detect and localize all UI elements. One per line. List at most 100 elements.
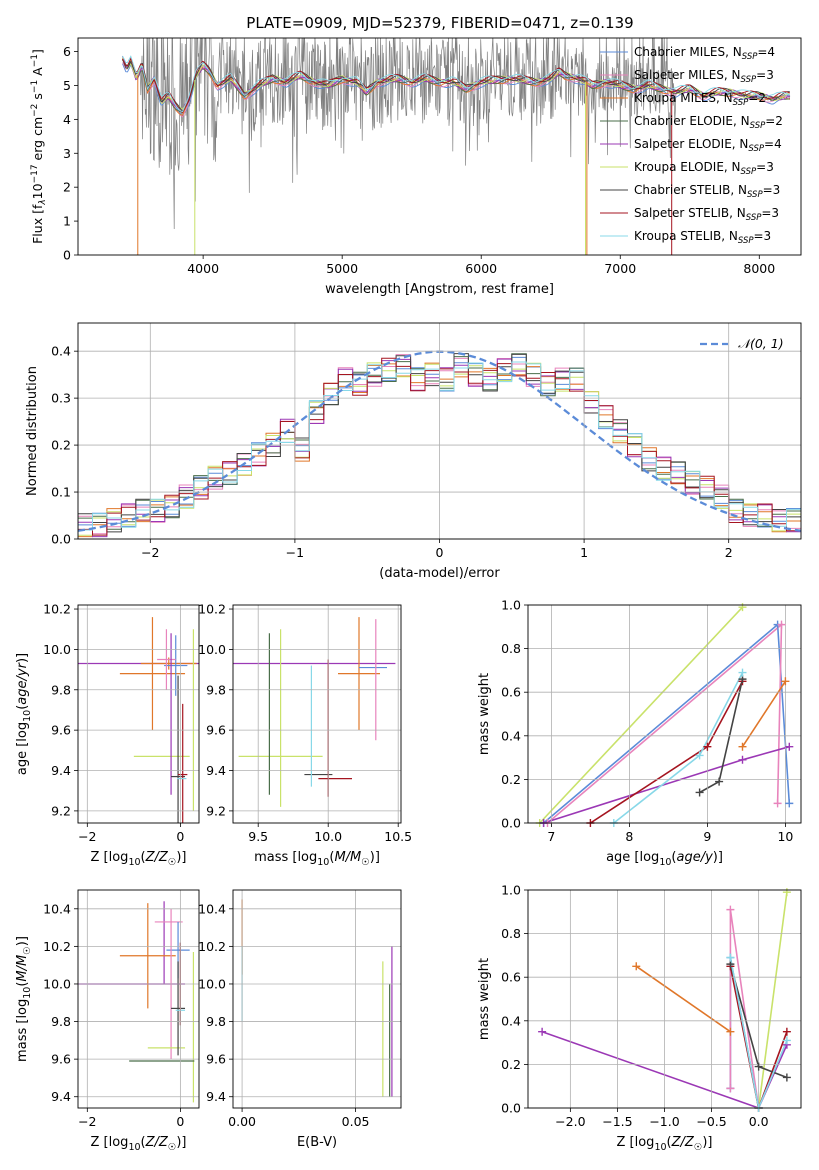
x-tick-label: −2.0 [555, 1114, 585, 1129]
weight-series-kroupa_elodie [757, 892, 788, 1108]
y-tick-label: 0.4 [501, 1013, 521, 1028]
y-axis-label: mass weight [477, 958, 492, 1040]
z-weight-panel: −2.0 −1.5 −1.0 −0.5 0.0 0.0 0.2 0.4 0.6 0.8 1.0 Z [… [477, 883, 802, 1153]
axes-frame [527, 604, 802, 824]
y-tick-label: 2 [63, 180, 71, 195]
residuals-panel: −2 −1 0 1 2 0.0 0.1 0.2 0.3 0.4 (data-model)/error… [25, 322, 802, 581]
y-tick-label: 0.4 [501, 728, 521, 743]
weight-marker-kroupa_stelib [695, 751, 704, 760]
x-tick-label: 0.0 [749, 1114, 769, 1129]
weight-marker-kroupa_miles [738, 742, 747, 751]
spectrum-panel: 4000 5000 6000 7000 8000 0 1 2 3 4 5 6 wavelength [A… [30, 37, 802, 297]
legend-label: Salpeter STELIB, NSSP=3 [634, 206, 779, 223]
mass-age-plot-area [233, 617, 396, 807]
x-axis-label: E(B-V) [297, 1135, 337, 1150]
weight-series-salpeter_miles [546, 622, 783, 823]
weight-marker-salpeter_elodie [738, 755, 747, 764]
x-axis-label: mass [log10(M/M☉)] [254, 850, 380, 868]
y-tick-label: 10.0 [43, 642, 71, 657]
weight-marker-salpeter_miles [773, 799, 782, 808]
x-tick-label: −2 [78, 1114, 96, 1129]
x-tick-label: 6000 [465, 261, 497, 276]
y-tick-label: 9.4 [206, 763, 226, 778]
y-tick-label: 0.0 [501, 1101, 521, 1116]
x-axis-label: wavelength [Angstrom, rest frame] [325, 282, 554, 297]
y-tick-label: 9.8 [206, 1014, 226, 1029]
y-tick-label: 0.0 [501, 816, 521, 831]
y-tick-label: 9.8 [51, 682, 71, 697]
weight-series-salpeter_stelib [729, 966, 788, 1108]
weight-marker-kroupa_stelib [726, 953, 735, 962]
spectrum-legend: Chabrier MILES, NSSP=4 Salpeter MILES, NS… [600, 45, 783, 246]
y-tick-label: 0.1 [51, 485, 71, 500]
y-tick-label: 9.4 [51, 763, 71, 778]
y-tick-label: 0 [63, 248, 71, 263]
ebv-mass-plot-area [241, 899, 393, 1097]
legend-label: Salpeter MILES, NSSP=3 [634, 68, 774, 85]
y-tick-label: 10.4 [198, 901, 226, 916]
weight-series-kroupa_stelib [729, 957, 788, 1108]
axes-frame [77, 604, 200, 824]
axes-frame [77, 889, 200, 1109]
x-tick-label: −1 [286, 545, 304, 560]
z-age-plot-area [78, 617, 199, 823]
y-tick-label: 1.0 [501, 598, 521, 613]
y-tick-label: 9.4 [206, 1089, 226, 1104]
weight-series-kroupa_elodie [539, 606, 744, 823]
y-tick-label: 10.4 [43, 901, 71, 916]
y-tick-label: 9.2 [206, 803, 226, 818]
axes-frame [232, 604, 402, 824]
z-mass-panel: −2 0 9.4 9.6 9.8 10.0 10.2 10.4 Z [log10(Z/Z☉)] m… [15, 889, 200, 1153]
ebv-mass-panel: 0.00 0.05 9.4 9.6 9.8 10.0 10.2 10.4 E(B-V) [198, 889, 402, 1150]
y-tick-label: 9.4 [51, 1089, 71, 1104]
observed-spectrum-line [122, 38, 791, 230]
model-spectrum-kroupa_elodie [122, 57, 791, 110]
y-axis-label: mass [log10(M/M☉)] [15, 936, 33, 1062]
x-tick-label: 10 [777, 829, 793, 844]
weight-series-salpeter_elodie [541, 1030, 788, 1108]
x-tick-label: 8 [625, 829, 633, 844]
legend-label: Chabrier MILES, NSSP=4 [634, 45, 775, 62]
weight-marker-salpeter_elodie [538, 1027, 547, 1036]
x-tick-label: 2 [725, 545, 733, 560]
z-mass-plot-area [78, 901, 195, 1103]
legend-label: Chabrier STELIB, NSSP=3 [634, 183, 780, 200]
y-tick-label: 10.2 [43, 939, 71, 954]
y-tick-label: 0.6 [501, 970, 521, 985]
weight-marker-kroupa_miles [632, 962, 641, 971]
weight-marker-chabrier_stelib [754, 1062, 763, 1071]
x-tick-label: 10.5 [384, 829, 412, 844]
weight-series-chabrier_miles [543, 622, 791, 823]
y-tick-label: 3 [63, 146, 71, 161]
spectrum-plot-area [122, 38, 791, 255]
weight-marker-chabrier_stelib [715, 777, 724, 786]
y-tick-label: 10.0 [43, 976, 71, 991]
x-tick-label: 0.05 [342, 1114, 370, 1129]
model-spectrum-kroupa_stelib [122, 55, 791, 113]
weight-marker-kroupa_stelib [738, 668, 747, 677]
x-tick-label: 1 [580, 545, 588, 560]
y-tick-label: 0.6 [501, 685, 521, 700]
x-axis-label: Z [log10(Z/Z☉)] [91, 1135, 187, 1153]
weight-marker-salpeter_miles [726, 1084, 735, 1093]
x-tick-label: 7000 [604, 261, 636, 276]
y-axis-label: Flux [fλ10−17 erg cm−2 s−1 A−1] [30, 49, 48, 244]
weight-marker-kroupa_miles [781, 677, 790, 686]
x-tick-label: 0 [176, 1114, 184, 1129]
y-tick-label: 0.4 [51, 344, 71, 359]
weight-marker-salpeter_stelib [782, 1027, 791, 1036]
axes-frame [77, 37, 802, 256]
y-tick-label: 10.2 [198, 602, 226, 617]
x-tick-label: 9.5 [248, 829, 268, 844]
weight-series-salpeter_elodie [543, 745, 790, 823]
x-axis-label: Z [log10(Z/Z☉)] [617, 1135, 713, 1153]
axes-frame [527, 889, 802, 1109]
y-tick-label: 10.0 [198, 976, 226, 991]
x-tick-label: 10.0 [314, 829, 342, 844]
x-tick-label: 5000 [326, 261, 358, 276]
axes-frame [77, 322, 802, 540]
x-tick-label: −0.5 [696, 1114, 726, 1129]
y-tick-label: 9.6 [51, 723, 71, 738]
x-tick-label: 0 [176, 829, 184, 844]
